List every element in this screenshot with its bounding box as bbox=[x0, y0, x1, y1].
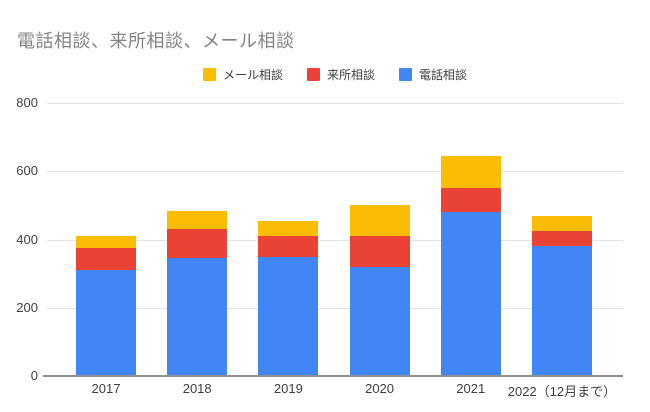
x-cell-2017: 2017 bbox=[76, 381, 136, 397]
bar-2022（12月まで） bbox=[531, 215, 592, 376]
bar-segment-メール相談-2017 bbox=[76, 236, 136, 249]
bar-segment-電話相談-2019 bbox=[258, 256, 319, 376]
legend-item-来所相談: 来所相談 bbox=[306, 66, 375, 83]
bar-segment-電話相談-2018 bbox=[167, 258, 228, 376]
gridline-600 bbox=[47, 171, 623, 173]
legend-swatch-icon bbox=[399, 67, 412, 81]
gridline-200 bbox=[47, 307, 623, 309]
x-tick-label-2020: 2020 bbox=[365, 381, 395, 396]
legend-label: 来所相談 bbox=[326, 67, 375, 82]
bar-segment-電話相談-2021 bbox=[440, 212, 501, 376]
y-tick-label-200: 200 bbox=[16, 299, 38, 315]
legend-item-電話相談: 電話相談 bbox=[399, 66, 467, 83]
y-tick-label-600: 600 bbox=[16, 163, 38, 179]
x-tick-label-2022（12月まで）: 2022（12月まで） bbox=[507, 384, 617, 399]
legend-label: 電話相談 bbox=[419, 67, 468, 82]
legend-swatch-icon bbox=[202, 67, 216, 81]
x-cell-2019: 2019 bbox=[258, 381, 318, 397]
bar-2021 bbox=[440, 155, 501, 376]
gridline-400 bbox=[47, 239, 623, 241]
x-cell-2018: 2018 bbox=[167, 381, 227, 397]
gridline-800 bbox=[47, 103, 623, 104]
bar-segment-メール相談-2021 bbox=[440, 155, 501, 189]
bar-segment-メール相談-2022（12月まで） bbox=[531, 215, 592, 231]
bar-segment-来所相談-2022（12月まで） bbox=[531, 230, 592, 247]
x-cell-2021: 2021 bbox=[441, 381, 501, 397]
bar-segment-来所相談-2018 bbox=[167, 229, 228, 259]
bar-segment-メール相談-2019 bbox=[258, 220, 319, 237]
y-tick-label-400: 400 bbox=[16, 231, 38, 247]
bar-segment-来所相談-2019 bbox=[258, 236, 319, 257]
legend: メール相談 来所相談 電話相談 bbox=[47, 65, 623, 83]
x-axis: 2017 2018 2019 2020 2021 2022（12月まで） bbox=[76, 381, 617, 399]
legend-item-メール相談: メール相談 bbox=[202, 66, 283, 83]
x-tick-label-2018: 2018 bbox=[182, 381, 212, 396]
x-axis-line bbox=[43, 375, 623, 377]
x-cell-2022（12月まで）: 2022（12月まで） bbox=[508, 381, 616, 399]
bar-2019 bbox=[258, 220, 319, 376]
bar-2020 bbox=[349, 205, 410, 376]
bar-segment-メール相談-2020 bbox=[349, 205, 410, 237]
bars-container bbox=[76, 103, 592, 376]
bar-2018 bbox=[167, 210, 228, 376]
y-axis: 0 200 400 600 800 bbox=[0, 96, 38, 383]
bar-segment-来所相談-2017 bbox=[76, 248, 136, 271]
bar-segment-メール相談-2018 bbox=[167, 210, 228, 230]
bar-segment-電話相談-2020 bbox=[349, 266, 410, 376]
legend-label: メール相談 bbox=[222, 67, 283, 82]
y-tick-label-0: 0 bbox=[30, 368, 38, 383]
bar-segment-来所相談-2020 bbox=[349, 236, 410, 267]
bar-segment-来所相談-2021 bbox=[440, 188, 501, 213]
x-tick-label-2017: 2017 bbox=[91, 381, 121, 396]
x-cell-2020: 2020 bbox=[350, 381, 410, 397]
chart-title: 電話相談、来所相談、メール相談 bbox=[17, 31, 295, 51]
x-tick-label-2019: 2019 bbox=[273, 381, 303, 396]
bar-segment-電話相談-2017 bbox=[76, 270, 136, 376]
bar-segment-電話相談-2022（12月まで） bbox=[531, 246, 592, 376]
plot-area bbox=[43, 103, 623, 377]
legend-swatch-icon bbox=[306, 67, 320, 81]
bar-2017 bbox=[76, 236, 136, 376]
x-tick-label-2021: 2021 bbox=[456, 381, 486, 396]
y-tick-label-800: 800 bbox=[16, 95, 38, 110]
